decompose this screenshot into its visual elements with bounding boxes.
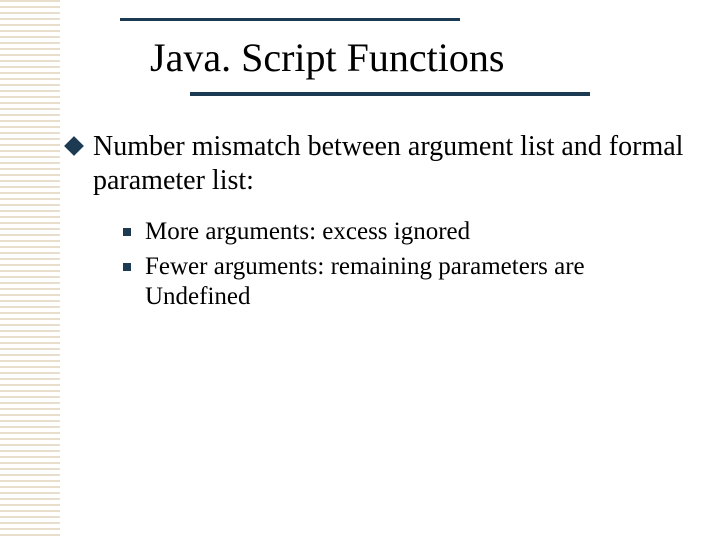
slide: Java. Script Functions Number mismatch b… (0, 0, 720, 540)
sub-bullet: Fewer arguments: remaining parameters ar… (121, 252, 661, 313)
slide-body: Number mismatch between argument list an… (65, 130, 685, 317)
square-bullet-icon (123, 228, 131, 236)
sub-bullet-text: Fewer arguments: remaining parameters ar… (145, 253, 585, 311)
slide-title: Java. Script Functions (150, 34, 504, 81)
sub-bullet-list: More arguments: excess ignored Fewer arg… (121, 217, 661, 313)
title-rule-bottom (190, 92, 590, 96)
main-bullet: Number mismatch between argument list an… (65, 130, 685, 197)
sub-bullet-text: More arguments: excess ignored (145, 218, 470, 245)
sub-bullet: More arguments: excess ignored (121, 217, 661, 248)
square-bullet-icon (123, 263, 131, 271)
main-bullet-text: Number mismatch between argument list an… (93, 131, 683, 196)
title-rule-top (120, 18, 460, 21)
diamond-bullet-icon (64, 136, 84, 156)
left-stripe-decoration (0, 0, 60, 540)
